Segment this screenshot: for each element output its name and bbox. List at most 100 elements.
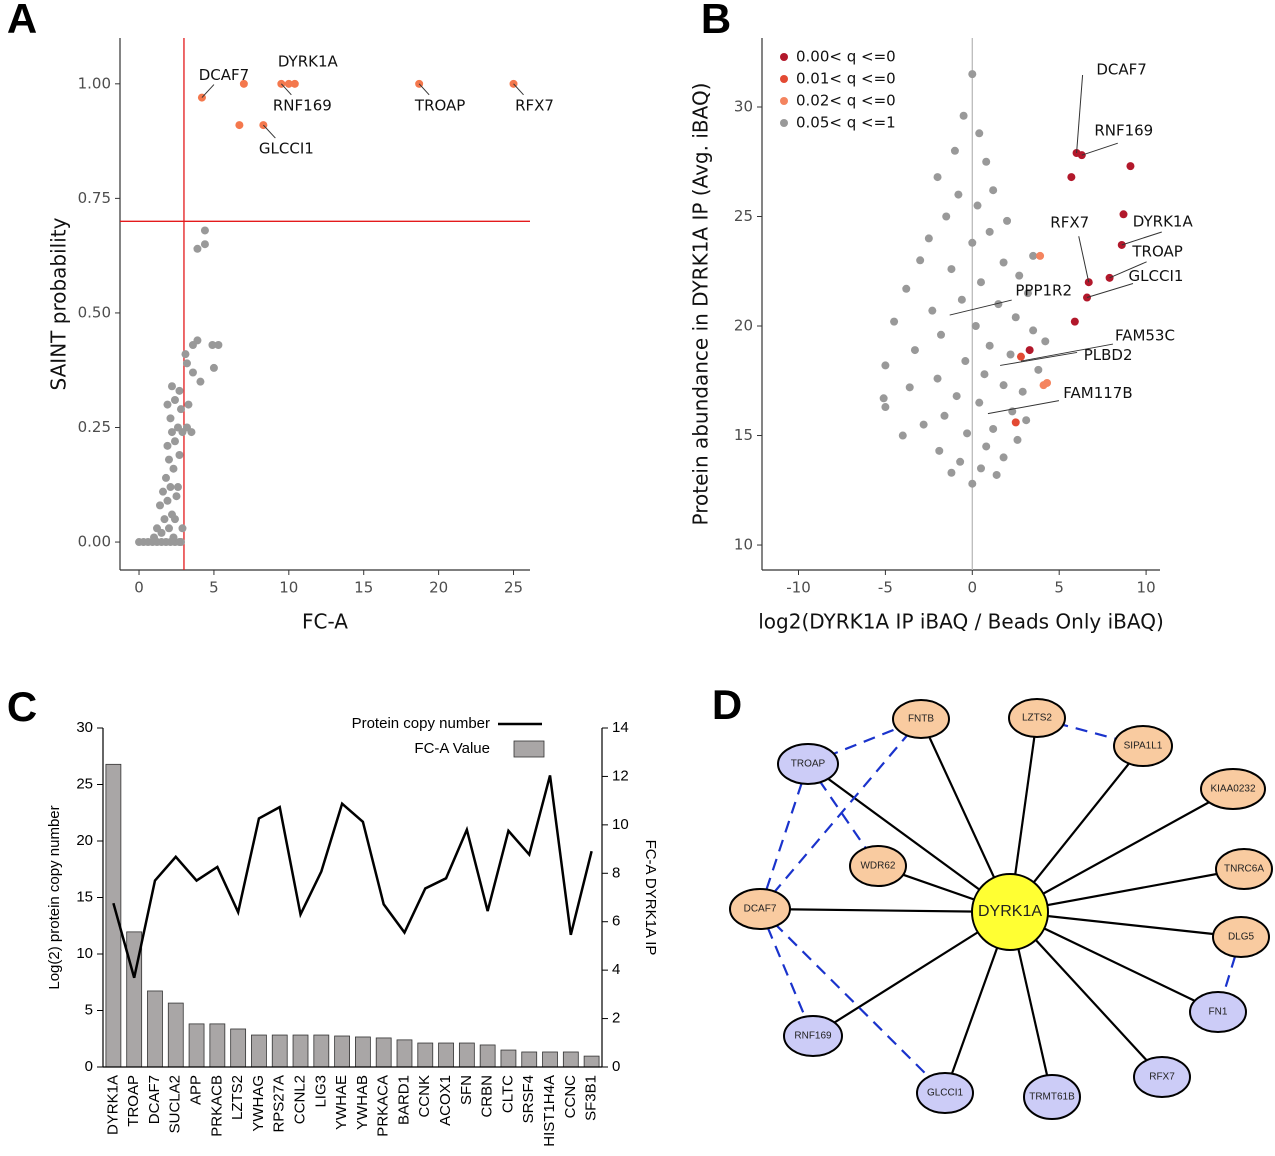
y-tick-label: 0 [85,1058,93,1075]
bar [355,1036,371,1068]
y-tick-label: 10 [734,536,753,554]
point [933,173,942,182]
point [975,398,984,407]
point [989,186,998,195]
dashed-edge [758,908,815,1037]
x-tick-label: 5 [209,579,219,597]
point [1029,326,1038,335]
bar [167,1002,184,1068]
panel-label: D [712,681,742,728]
point [1006,350,1015,359]
legend-marker [780,53,788,61]
leader-line [1086,283,1134,299]
bar [230,1028,247,1068]
x-tick-label: SUCLA2 [167,1075,184,1133]
y-tick-label: 25 [76,775,93,792]
point [175,386,184,395]
point [1070,317,1079,326]
point [160,515,169,524]
annotation: RFX7 [515,96,554,114]
x-tick-label: LIG3 [312,1075,329,1108]
bar [105,763,122,1068]
point [982,157,991,166]
point [1023,289,1032,298]
x-tick-label: YWHAB [354,1075,371,1130]
dashed-edge [758,763,810,910]
dashed-edge [759,718,922,910]
point [150,533,159,542]
point [200,240,209,249]
y2-tick-label: 6 [612,913,620,930]
y2-tick-label: 4 [612,961,620,978]
point [975,129,984,138]
y-tick-label: 15 [734,426,753,444]
x-tick-label: PRKACA [375,1075,392,1137]
node [892,699,950,739]
leader-line [201,84,215,98]
point [166,483,175,492]
leader-line [262,124,276,139]
point [881,361,890,370]
annotation: DCAF7 [1096,60,1146,78]
leader-line [1000,351,1078,366]
legend-marker [513,740,545,758]
point [167,382,176,391]
x-tick-label: CCNK [416,1075,433,1118]
point [924,234,933,243]
point [910,346,919,355]
panel-label: A [7,0,37,42]
point [950,146,959,155]
point [170,515,179,524]
x-tick-label: 15 [354,579,373,597]
point [985,227,994,236]
point [173,483,182,492]
point [952,392,961,401]
node [849,845,907,887]
annotation: DYRK1A [1133,212,1194,230]
node-label: GLCCI1 [927,1088,964,1099]
point [973,201,982,210]
y2-axis-title: FC-A DYRK1A IP [642,840,659,956]
x-tick-label: DCAF7 [146,1075,163,1124]
legend-label: 0.00< q <=0 [796,48,896,66]
bar [562,1051,579,1068]
x-tick-label: SFN [458,1075,475,1105]
point [968,479,977,488]
point [959,111,968,120]
point [176,538,185,547]
point [1034,365,1043,374]
x-tick-label: CRBN [479,1075,496,1118]
bar [521,1051,538,1068]
point [954,190,963,199]
x-tick-label: 20 [429,579,448,597]
point [209,363,218,372]
edge [759,907,1011,914]
point [942,212,951,221]
leader-line [513,83,524,96]
bar [438,1042,454,1068]
node [1008,698,1066,738]
y2-tick-label: 10 [612,816,629,833]
point [173,423,182,432]
point [182,359,191,368]
point [178,524,187,533]
point [235,121,244,130]
x-tick-label: CCNC [562,1075,579,1118]
leader-line [280,83,292,96]
point [940,411,949,420]
y-tick-label: 15 [76,888,93,905]
point [1029,251,1038,260]
point [999,258,1008,267]
point [971,322,980,331]
bar [375,1037,392,1068]
node-label: WDR62 [860,861,895,872]
point [1025,346,1034,355]
point [1003,216,1012,225]
x-tick-label: 25 [504,579,523,597]
point [196,377,205,386]
point [239,79,248,88]
bar [313,1034,330,1068]
node [1215,848,1273,890]
point [976,464,985,473]
x-axis-title: log2(DYRK1A IP iBAQ / Beads Only iBAQ) [758,610,1164,634]
